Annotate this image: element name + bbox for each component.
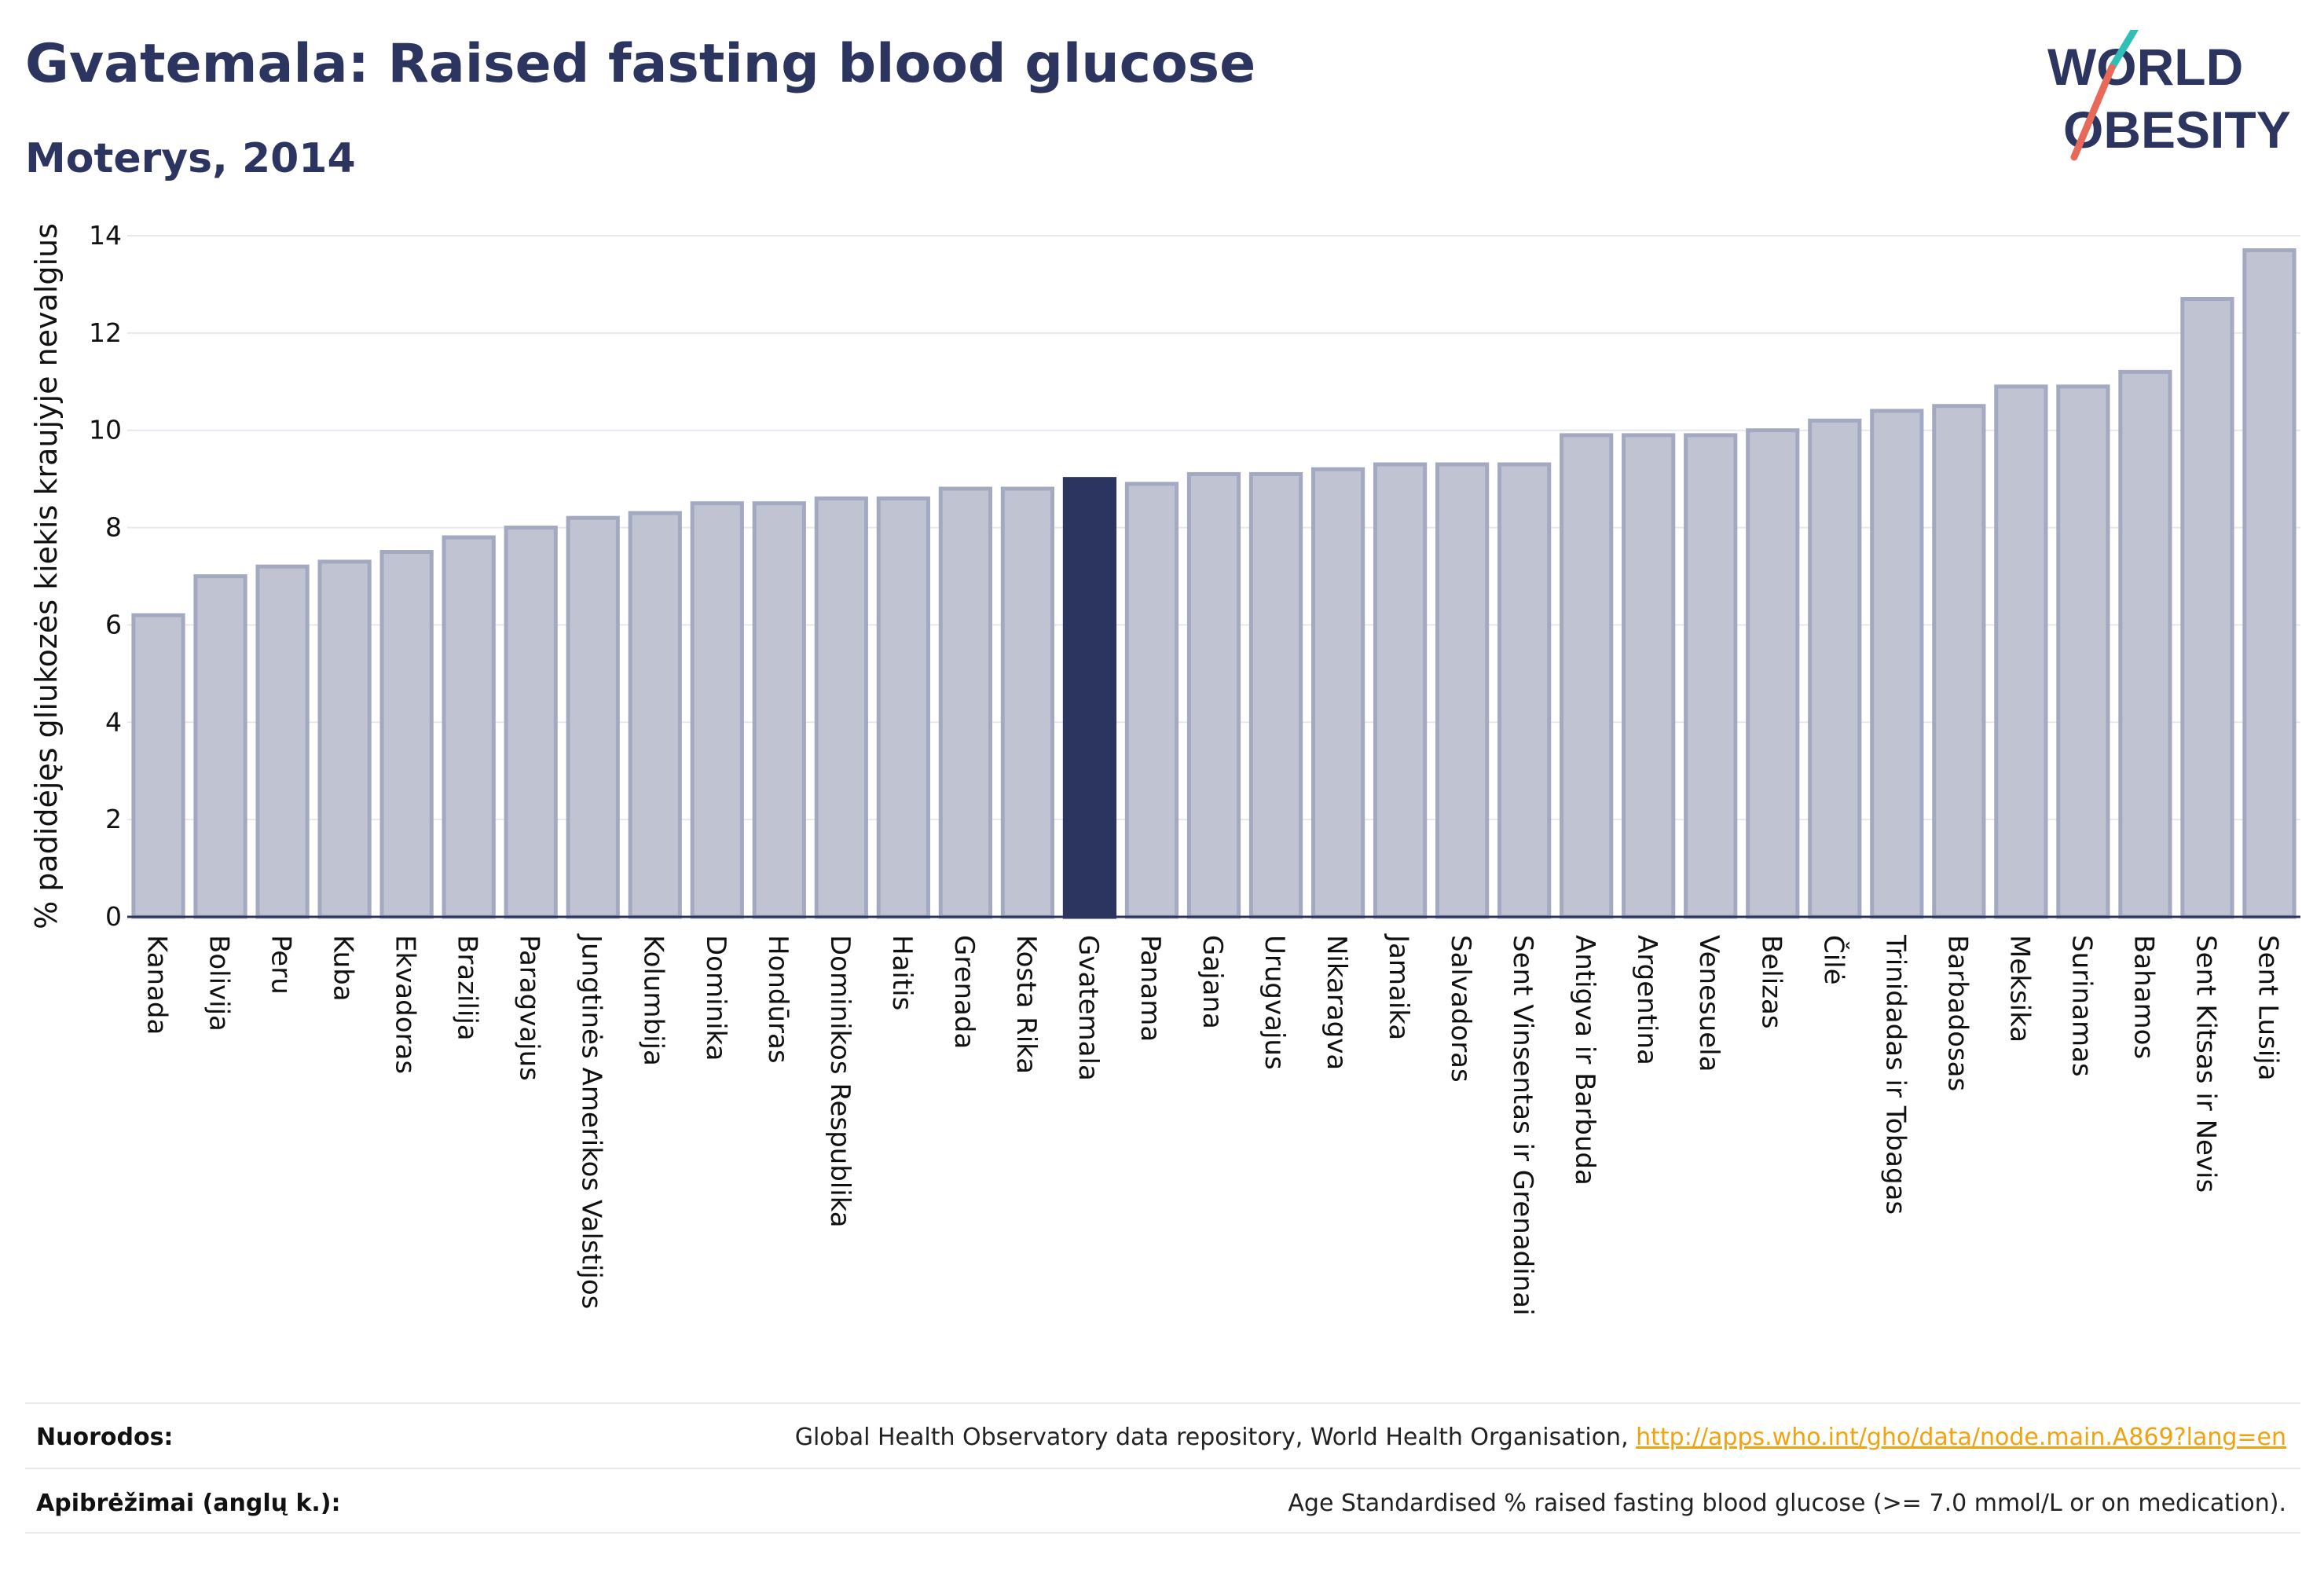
logo-line1: WORLD (2047, 38, 2243, 96)
world-obesity-logo: WORLD OBESITY (2047, 30, 2291, 161)
bar (2242, 248, 2297, 919)
x-tick-label: Meksika (2003, 935, 2035, 1043)
x-tick-label: Belizas (1755, 935, 1787, 1029)
y-tick-label: 8 (105, 512, 122, 543)
x-tick-label: Surinamas (2066, 935, 2097, 1077)
x-tick-label: Gajana (1197, 935, 1228, 1029)
sources-label: Nuorodos: (36, 1424, 174, 1451)
x-tick-label: Bahamos (2128, 935, 2159, 1059)
x-tick-label: Jamaika (1383, 933, 1414, 1040)
x-tick-label: Hondūras (762, 935, 794, 1064)
x-tick-label: Panama (1135, 935, 1166, 1042)
x-tick-label: Antigva ir Barbuda (1569, 935, 1600, 1186)
bar (442, 535, 496, 919)
x-tick-label: Sent Kitsas ir Nevis (2190, 935, 2221, 1193)
bar (938, 486, 992, 919)
x-tick-label: Haitis (886, 935, 918, 1010)
footer-divider-bottom (25, 1532, 2300, 1534)
x-tick-label: Dominika (700, 935, 731, 1061)
x-tick-label: Bolivija (203, 935, 235, 1032)
x-tick-label: Barbadosas (1941, 935, 1973, 1091)
x-tick-label: Dominikos Respublika (824, 935, 856, 1228)
bar (504, 526, 558, 919)
bar (1310, 467, 1365, 919)
x-tick-label: Jungtinės Amerikos Valstijos (576, 933, 607, 1309)
x-tick-label: Kuba (328, 935, 359, 1002)
y-tick-label: 4 (105, 706, 122, 737)
y-tick-label: 0 (105, 901, 122, 932)
x-tick-label: Argentina (1631, 935, 1662, 1065)
bar (1186, 471, 1241, 919)
bar (2118, 369, 2172, 919)
x-tick-label: Kanada (141, 935, 173, 1035)
bar (317, 559, 372, 919)
x-tick-label: Sent Lusija (2252, 935, 2283, 1081)
x-tick-label: Gvatemala (1072, 935, 1104, 1081)
bar (1435, 462, 1490, 919)
x-tick-label: Ekvadoras (390, 935, 421, 1074)
x-tick-label: Čilė (1817, 935, 1849, 985)
bar (131, 613, 185, 919)
y-tick-label: 14 (89, 220, 122, 251)
bar (566, 515, 620, 919)
bar (193, 574, 247, 919)
y-tick-label: 6 (105, 609, 122, 640)
x-tick-label: Salvadoras (1445, 935, 1476, 1083)
bar (628, 511, 682, 919)
bar (1062, 477, 1117, 919)
y-tick-label: 12 (89, 317, 122, 348)
bar (1497, 462, 1552, 919)
bar (1248, 471, 1303, 919)
x-tick-label: Grenada (948, 935, 980, 1049)
chart-title: Gvatemala: Raised fasting blood glucose (25, 33, 1256, 95)
footer-divider-top (25, 1402, 2300, 1404)
bar (1373, 462, 1428, 919)
bar (1746, 428, 1800, 919)
definitions-value: Age Standardised % raised fasting blood … (1288, 1490, 2286, 1517)
chart-subtitle: Moterys, 2014 (25, 135, 356, 182)
bar-chart: 0 2 4 6 8 10 12 14 % padidėjęs gliukozės kiekis … (29, 220, 2300, 1316)
bar (752, 501, 806, 919)
sources-value: Global Health Observatory data repositor… (795, 1424, 2286, 1451)
logo-slash-red (2070, 64, 2116, 161)
bar (1622, 433, 1676, 919)
bar (1000, 486, 1055, 919)
x-tick-label: Kosta Rika (1010, 935, 1042, 1074)
bar (1560, 433, 1614, 919)
footer-divider-middle (25, 1468, 2300, 1469)
x-tick-label: Urugvajus (1259, 935, 1290, 1070)
bar (1994, 384, 2048, 919)
definitions-label: Apibrėžimai (anglų k.): (36, 1490, 341, 1517)
sources-link[interactable]: http://apps.who.int/gho/data/node.main.A… (1636, 1424, 2286, 1451)
y-tick-label: 10 (89, 415, 122, 445)
bar (1124, 482, 1179, 919)
bar (2180, 297, 2234, 919)
y-tick-label: 2 (105, 804, 122, 834)
bar (379, 550, 434, 919)
x-tick-label: Venesuela (1693, 935, 1725, 1072)
x-tick-label: Peru (266, 935, 297, 995)
logo-line2: OBESITY (2063, 101, 2291, 159)
bar (1808, 418, 1862, 919)
sources-text: Global Health Observatory data repositor… (794, 1424, 1637, 1451)
bar (1684, 433, 1738, 919)
x-tick-label: Brazilija (452, 935, 483, 1041)
bar (814, 496, 868, 919)
bar (2056, 384, 2110, 919)
x-tick-label: Paragvajus (514, 935, 545, 1081)
bar (876, 496, 930, 919)
x-tick-label: Kolumbija (638, 935, 669, 1066)
x-tick-label: Trinidadas ir Tobagas (1879, 934, 1911, 1215)
bar (1870, 409, 1924, 919)
x-tick-label: Sent Vinsentas ir Grenadinai (1507, 935, 1538, 1316)
bar (690, 501, 744, 919)
x-tick-label: Nikaragva (1321, 935, 1352, 1070)
bar (1932, 404, 1986, 919)
y-axis-label: % padidėjęs gliukozės kiekis kraujyje ne… (29, 223, 64, 929)
bar (255, 564, 310, 919)
logo-slash-teal (2108, 30, 2139, 71)
